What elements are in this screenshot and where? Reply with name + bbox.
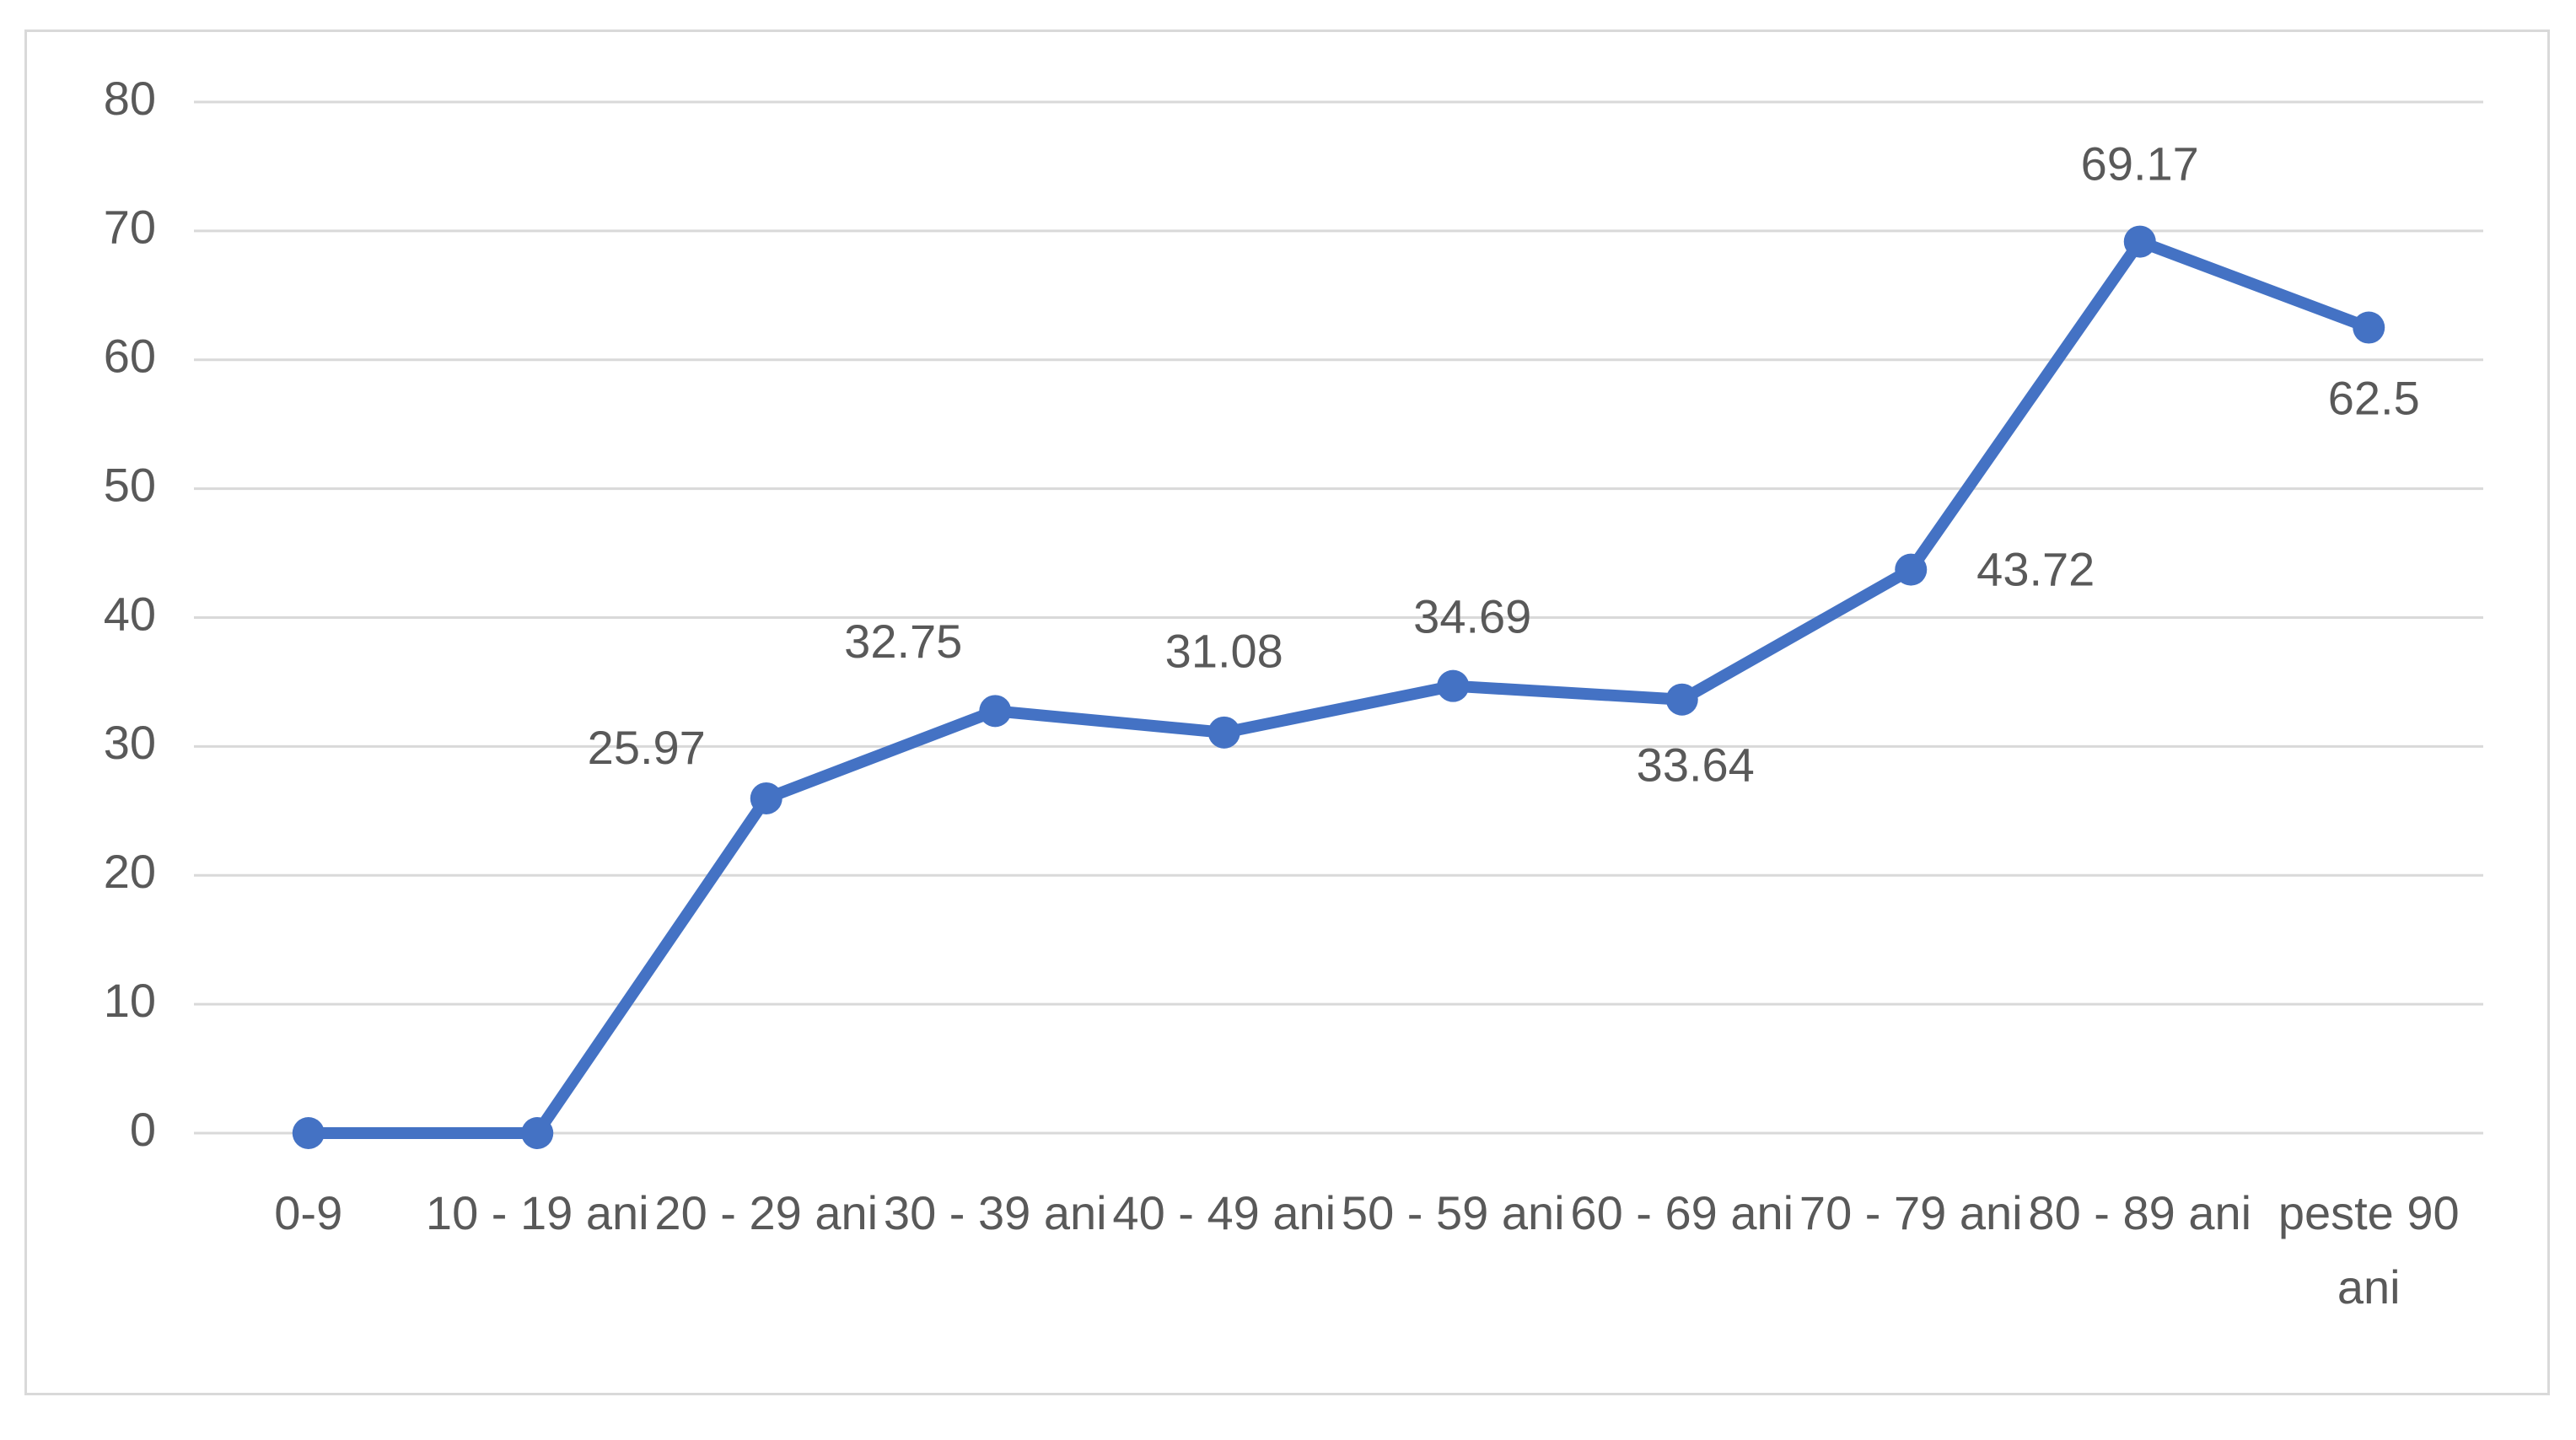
x-tick-label: 0-9 xyxy=(274,1186,343,1239)
y-tick-label: 10 xyxy=(104,974,156,1027)
data-label: 33.64 xyxy=(1637,739,1755,792)
marker xyxy=(2353,311,2385,344)
data-label: 25.97 xyxy=(588,721,706,774)
x-tick-label: 20 - 29 ani xyxy=(654,1186,879,1239)
marker xyxy=(1665,683,1698,716)
y-tick-label: 60 xyxy=(104,330,156,383)
y-tick-label: 40 xyxy=(104,587,156,640)
x-tick-label: 60 - 69 ani xyxy=(1570,1186,1794,1239)
marker xyxy=(521,1117,554,1149)
marker xyxy=(1207,716,1240,749)
data-label: 43.72 xyxy=(1976,542,2095,595)
line xyxy=(308,235,2371,1139)
data-label: 32.75 xyxy=(844,615,962,668)
y-tick-label: 50 xyxy=(104,458,156,511)
marker xyxy=(979,695,1012,728)
marker xyxy=(1895,553,1928,586)
data-label: 69.17 xyxy=(2081,137,2199,190)
x-tick-label: peste 90 ani xyxy=(2278,1186,2460,1314)
data-label: 34.69 xyxy=(1413,589,1531,642)
x-tick-label: 70 - 79 ani xyxy=(1799,1186,2023,1239)
x-tick-label: 80 - 89 ani xyxy=(2028,1186,2252,1239)
y-tick-label: 0 xyxy=(130,1103,156,1156)
x-tick-label: 40 - 49 ani xyxy=(1112,1186,1336,1239)
y-tick-label: 70 xyxy=(104,201,156,254)
y-tick-label: 80 xyxy=(104,72,156,125)
x-tick-label: 10 - 19 ani xyxy=(425,1186,649,1239)
chart-frame xyxy=(24,30,2550,1395)
y-tick-label: 20 xyxy=(104,845,156,898)
x-tick-label: 50 - 59 ani xyxy=(1341,1186,1565,1239)
y-tick-label: 30 xyxy=(104,716,156,769)
data-label: 31.08 xyxy=(1165,625,1283,678)
x-tick-label: 30 - 39 ani xyxy=(883,1186,1107,1239)
marker xyxy=(1437,669,1470,702)
marker xyxy=(292,1117,325,1149)
data-label: 62.5 xyxy=(2328,371,2420,424)
marker xyxy=(750,782,782,814)
marker xyxy=(2123,225,2156,258)
